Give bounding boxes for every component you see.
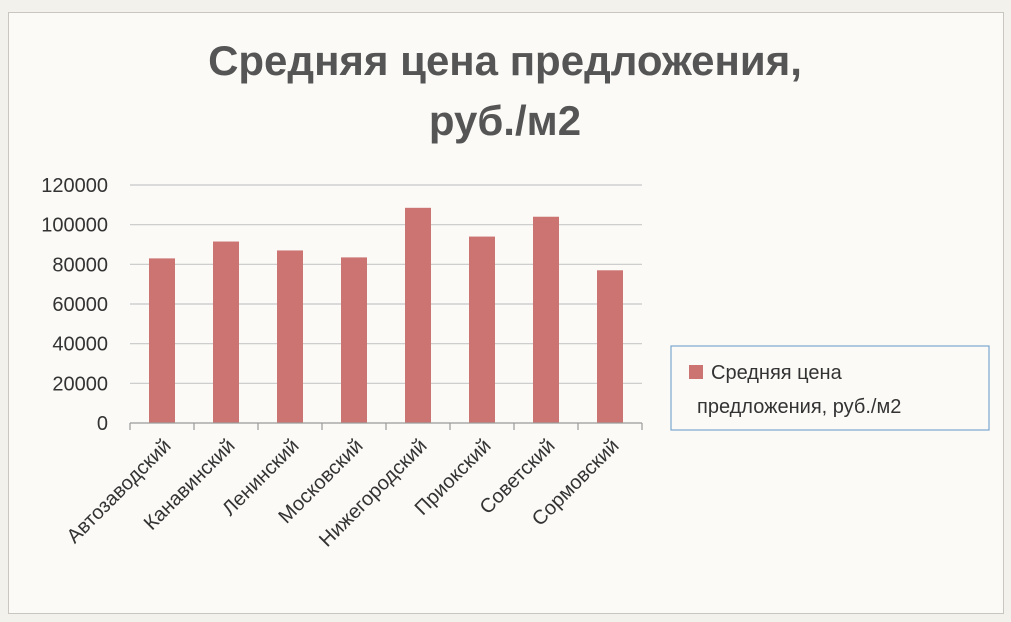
chart-title: Средняя цена предложения, руб./м2 bbox=[208, 37, 802, 144]
y-tick-label: 40000 bbox=[52, 334, 108, 356]
y-tick-label: 100000 bbox=[41, 215, 108, 237]
legend-label-line-2: предложения, руб./м2 bbox=[697, 396, 901, 418]
y-tick-label: 80000 bbox=[52, 254, 108, 276]
bar-8 bbox=[597, 270, 623, 423]
bar-5 bbox=[405, 207, 431, 423]
y-tick-label: 60000 bbox=[52, 294, 108, 316]
x-axis: АвтозаводскийКанавинскийЛенинскийМосковс… bbox=[63, 422, 643, 551]
legend-label-line-1: Средняя цена bbox=[711, 362, 843, 384]
bar-6 bbox=[469, 236, 495, 423]
bar-1 bbox=[149, 258, 175, 423]
x-tick-label: Нижегородский bbox=[315, 435, 431, 551]
legend-box bbox=[670, 345, 990, 431]
y-tick-label: 20000 bbox=[52, 373, 108, 395]
chart-title-line-2: руб./м2 bbox=[429, 97, 581, 144]
y-tick-label: 0 bbox=[97, 413, 108, 435]
bar-7 bbox=[533, 216, 559, 423]
y-axis: 0 20000 40000 60000 80000 100000 120000 bbox=[41, 175, 108, 435]
legend: Средняя цена предложения, руб./м2 bbox=[670, 345, 990, 431]
bar-3 bbox=[277, 250, 303, 423]
bar-4 bbox=[341, 257, 367, 423]
y-tick-label: 120000 bbox=[41, 175, 108, 197]
bar-2 bbox=[213, 241, 239, 423]
bars bbox=[149, 207, 623, 423]
legend-swatch bbox=[689, 365, 703, 379]
gridlines bbox=[130, 184, 642, 384]
chart-title-line-1: Средняя цена предложения, bbox=[208, 37, 802, 84]
